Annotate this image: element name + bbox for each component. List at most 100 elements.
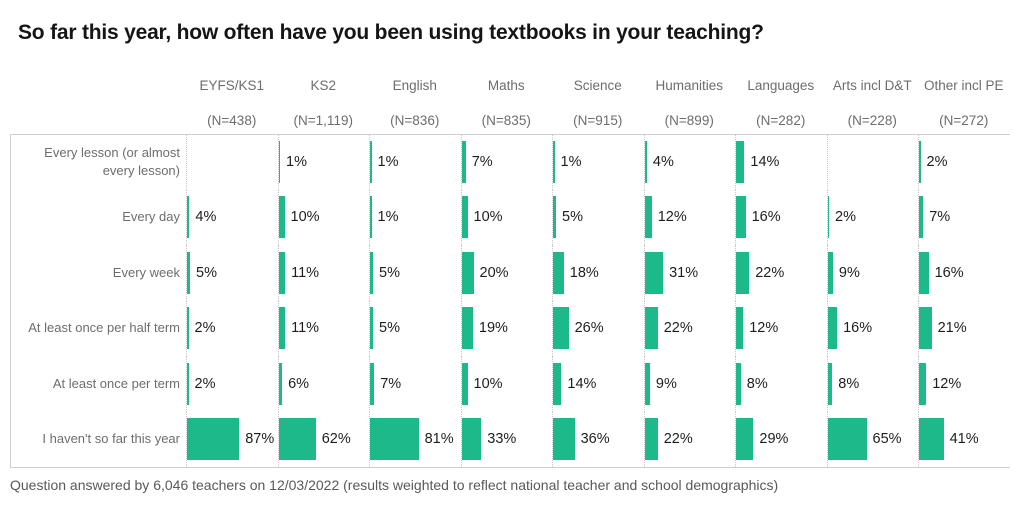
row-label: At least once per half term	[28, 320, 180, 336]
bar-value-label: 33%	[487, 431, 517, 448]
bar	[736, 307, 744, 350]
bar	[919, 362, 927, 405]
bar	[827, 196, 829, 239]
bar-cell: 26%	[552, 300, 644, 356]
bar-cell: 87%	[186, 411, 278, 467]
table-row: At least once per term 2% 6% 7% 10% 14% 9% 8% 8%…	[0, 356, 1024, 412]
table-row: I haven't so far this year 87% 62% 81% 33% 36…	[0, 411, 1024, 467]
bar-value-label: 22%	[663, 431, 693, 448]
bar-cell: 19%	[460, 300, 553, 356]
bar	[461, 251, 474, 294]
bar-cell: 16%	[918, 245, 1010, 301]
bar-cell: 36%	[552, 411, 644, 467]
bar	[278, 418, 316, 461]
bar-cell: 9%	[826, 245, 919, 301]
column-header: KS2 (N=1,119)	[278, 78, 370, 134]
bar-cell: 81%	[369, 411, 461, 467]
bar	[919, 418, 944, 461]
bar-cell: 12%	[735, 300, 827, 356]
bar	[919, 140, 921, 183]
column-sample-size: (N=272)	[939, 113, 989, 128]
table-row: Every lesson (or almost every lesson) 1% 1…	[0, 134, 1024, 190]
bar-value-label: 5%	[379, 320, 400, 337]
column-header: Humanities (N=899)	[644, 78, 736, 134]
bar-cell: 21%	[918, 300, 1010, 356]
bar-value-label: 18%	[569, 264, 599, 281]
column-label: Science	[573, 78, 622, 93]
bar-cell: 1%	[369, 134, 461, 190]
bar-cell: 1%	[277, 134, 370, 190]
bar	[187, 251, 190, 294]
bar	[370, 362, 375, 405]
bar-cell: 29%	[735, 411, 827, 467]
chart-bottom-border	[10, 467, 1010, 468]
bar	[553, 196, 556, 239]
table-row: At least once per half term 2% 11% 5% 19% 26%…	[0, 300, 1024, 356]
bar-value-label: 81%	[424, 431, 454, 448]
bar-cell	[826, 134, 919, 190]
bar-value-label: 12%	[932, 375, 962, 392]
bar-value-label: 22%	[755, 264, 785, 281]
bar	[644, 196, 652, 239]
bar-value-label: 9%	[655, 375, 677, 392]
bar-value-label: 29%	[759, 431, 789, 448]
chart-title: So far this year, how often have you bee…	[18, 21, 764, 44]
bar-cell: 16%	[735, 189, 827, 245]
bar-value-label: 19%	[478, 320, 508, 337]
bar-cell: 22%	[735, 245, 827, 301]
bar	[370, 251, 373, 294]
bar	[187, 418, 240, 461]
bar-value-label: 31%	[669, 264, 699, 281]
bar	[736, 196, 746, 239]
bar-cell: 5%	[552, 189, 644, 245]
bar-value-label: 16%	[934, 264, 964, 281]
bar-cell: 10%	[460, 189, 553, 245]
column-header: Maths (N=835)	[461, 78, 553, 134]
bar-cell: 11%	[277, 300, 370, 356]
bar-value-label: 5%	[379, 264, 400, 281]
bar-cell: 20%	[460, 245, 553, 301]
bar	[736, 140, 745, 183]
bar	[278, 307, 286, 350]
bar-cell: 11%	[277, 245, 370, 301]
bar	[919, 307, 932, 350]
row-label: Every day	[122, 209, 180, 225]
column-label: Arts incl D&T	[832, 78, 912, 93]
column-sample-size: (N=899)	[664, 113, 714, 128]
bar-value-label: 10%	[473, 375, 503, 392]
column-label: English	[392, 78, 437, 93]
bar	[827, 307, 838, 350]
bar	[919, 196, 924, 239]
bar-cell	[186, 134, 278, 190]
bar-cell: 1%	[369, 189, 461, 245]
bar-cell: 5%	[369, 245, 461, 301]
bar	[278, 362, 283, 405]
bar	[736, 418, 754, 461]
bar-value-label: 1%	[286, 153, 307, 170]
column-label: Languages	[747, 78, 815, 93]
bar-cell: 4%	[186, 189, 278, 245]
footnote: Question answered by 6,046 teachers on 1…	[10, 477, 779, 493]
bar	[370, 418, 419, 461]
bar-value-label: 4%	[195, 209, 217, 226]
bar-value-label: 6%	[288, 375, 310, 392]
bar-value-label: 2%	[835, 209, 856, 226]
bar-cell: 2%	[186, 356, 278, 412]
bar	[370, 196, 372, 239]
bar-value-label: 1%	[377, 153, 399, 170]
bar-value-label: 14%	[750, 153, 780, 170]
bar-value-label: 10%	[290, 209, 320, 226]
column-label: Maths	[487, 78, 525, 93]
bar-value-label: 7%	[471, 153, 493, 170]
bar	[553, 140, 555, 183]
row-label: At least once per term	[52, 375, 180, 391]
bar	[827, 418, 867, 461]
bar	[461, 418, 482, 461]
bar-value-label: 16%	[843, 320, 873, 337]
bar-value-label: 41%	[949, 431, 979, 448]
row-label: I haven't so far this year	[42, 431, 180, 447]
bar-cell: 8%	[826, 356, 919, 412]
bar-cell: 22%	[643, 300, 736, 356]
row-label: Every lesson (or almost every lesson)	[44, 145, 180, 178]
bar-cell: 65%	[826, 411, 919, 467]
